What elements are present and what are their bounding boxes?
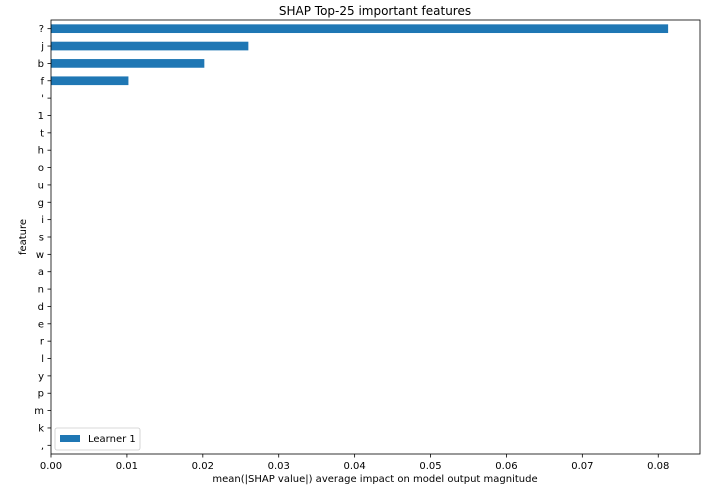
y-tick-label: r [40, 337, 45, 348]
legend-swatch [60, 435, 80, 442]
y-tick-label: m [34, 406, 44, 417]
bar [51, 24, 669, 34]
x-axis-label: mean(|SHAP value|) average impact on mod… [212, 474, 537, 485]
y-tick-label: , [41, 441, 44, 452]
bar [51, 59, 205, 68]
y-tick-label: s [39, 233, 44, 244]
bars-group [51, 24, 669, 86]
y-tick-label: n [38, 285, 44, 296]
y-tick-label: a [38, 267, 44, 278]
y-tick-label: t [40, 128, 44, 139]
y-tick-label: o [38, 163, 44, 174]
y-tick-label: f [40, 76, 44, 87]
y-tick-label: k [38, 423, 44, 434]
x-tick-label: 0.06 [495, 461, 517, 472]
y-tick-label: w [36, 250, 44, 261]
plot-frame [50, 19, 701, 455]
y-tick-label: b [38, 59, 44, 70]
y-tick-label: i [41, 215, 44, 226]
x-tick-label: 0.08 [647, 461, 669, 472]
y-tick-label: 1 [38, 111, 44, 122]
y-axis-label: feature [18, 219, 29, 255]
legend: Learner 1 [54, 427, 141, 451]
y-tick-label: u [38, 180, 44, 191]
legend-box [54, 427, 141, 451]
bar [51, 41, 249, 51]
y-tick-label: j [40, 42, 44, 53]
x-tick-label: 0.05 [419, 461, 441, 472]
x-tick-label: 0.04 [343, 461, 365, 472]
y-tick-label: y [38, 371, 44, 382]
y-tick-label: ' [41, 94, 44, 105]
x-tick-label: 0.02 [192, 461, 214, 472]
x-tick-label: 0.01 [116, 461, 138, 472]
y-tick-label: l [41, 354, 44, 365]
y-tick-label: ? [39, 24, 44, 35]
plot-area [51, 20, 700, 454]
bar [51, 76, 129, 86]
chart-title: SHAP Top-25 important features [279, 4, 471, 18]
x-axis-ticks: 0.00 0.01 0.02 0.03 0.04 0.05 0.06 0.07 0.08 [40, 454, 669, 472]
legend-label: Learner 1 [88, 434, 136, 445]
x-tick-label: 0.00 [40, 461, 62, 472]
y-tick-label: p [38, 389, 44, 400]
x-tick-label: 0.07 [571, 461, 593, 472]
y-tick-label: g [38, 198, 44, 209]
y-tick-label: e [38, 319, 44, 330]
y-tick-label: d [38, 302, 44, 313]
x-tick-label: 0.03 [268, 461, 290, 472]
y-tick-label: h [38, 146, 44, 157]
